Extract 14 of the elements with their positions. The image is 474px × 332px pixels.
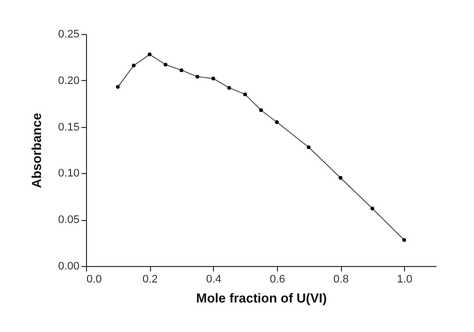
x-tick-label: 0.0 — [86, 274, 102, 286]
x-tick-label: 0.4 — [206, 274, 222, 286]
y-axis-title: Absorbance — [29, 112, 44, 188]
y-tick-label: 0.10 — [58, 168, 80, 180]
y-tick-label: 0.15 — [58, 121, 80, 134]
x-tick-label: 0.2 — [142, 274, 158, 286]
y-tick-label: 0.20 — [58, 74, 80, 87]
x-tick-label: 0.8 — [333, 274, 349, 286]
x-axis-title: Mole fraction of U(VI) — [196, 290, 327, 306]
y-tick-label: 0.00 — [58, 260, 80, 272]
x-tick-label: 0.6 — [270, 274, 286, 286]
x-tick-label: 1.0 — [397, 274, 412, 286]
y-tick-label: 0.25 — [58, 28, 80, 40]
y-tick-label: 0.05 — [58, 214, 80, 226]
